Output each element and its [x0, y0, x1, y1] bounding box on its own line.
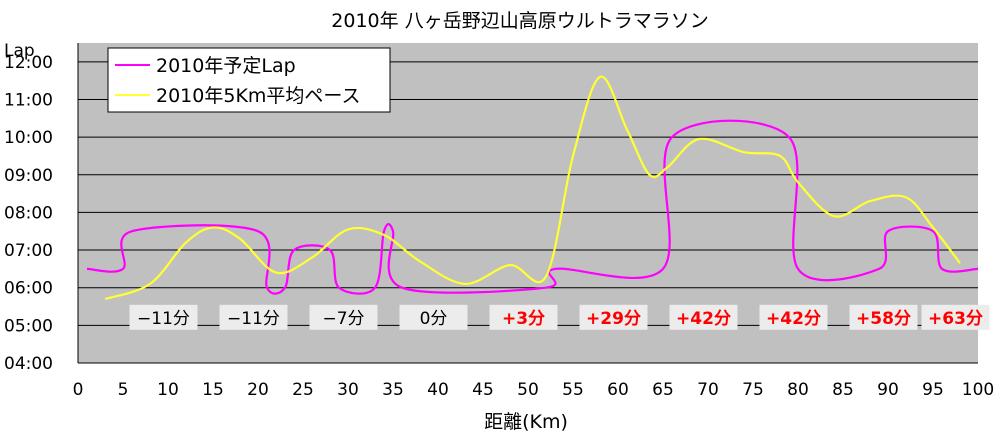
y-tick-label: 10:00 — [4, 128, 53, 148]
annotation-background — [129, 304, 198, 330]
annotations: −11分 −11分 −7分 0分 +3分 +29分 +42分 +42分 +58分 +63分 — [129, 304, 990, 330]
y-tick-label: 09:00 — [4, 166, 53, 186]
y-axis-label: Lap — [4, 41, 35, 61]
x-tick-label: 45 — [472, 380, 494, 400]
annotation: −7分 — [309, 304, 378, 330]
annotation: 0分 — [399, 304, 468, 330]
x-tick-label: 90 — [877, 380, 899, 400]
annotation: +42分 — [759, 304, 828, 330]
annotation-label: +29分 — [586, 309, 641, 329]
x-tick-label: 70 — [697, 380, 719, 400]
x-tick-label: 30 — [337, 380, 359, 400]
x-axis-label: 距離(Km) — [484, 411, 568, 433]
x-tick-label: 35 — [382, 380, 404, 400]
annotation-label: +63分 — [928, 309, 983, 329]
x-tick-label: 65 — [652, 380, 674, 400]
annotation-label: +42分 — [676, 309, 731, 329]
series-line-5km-average — [104, 75, 961, 301]
x-tick-label: 15 — [202, 380, 224, 400]
annotation-background — [579, 304, 648, 330]
x-tick-label: 0 — [73, 380, 84, 400]
x-tick-label: 60 — [607, 380, 629, 400]
x-tick-label: 80 — [787, 380, 809, 400]
annotation-label: −11分 — [137, 309, 190, 329]
annotation: +58分 — [849, 304, 918, 330]
annotation-background — [669, 304, 738, 330]
y-tick-label: 12:00 — [4, 53, 53, 73]
annotation: +29分 — [579, 304, 648, 330]
annotation-background — [849, 304, 918, 330]
legend-label-5km-average: 2010年5Km平均ペース — [156, 85, 360, 107]
x-tick-label: 95 — [922, 380, 944, 400]
legend-label-planned-lap: 2010年予定Lap — [156, 55, 296, 77]
y-tick-label: 08:00 — [4, 203, 53, 223]
annotation: −11分 — [219, 304, 288, 330]
y-tick-label: 04:00 — [4, 354, 53, 374]
annotation-background — [219, 304, 288, 330]
annotation-background — [489, 304, 558, 330]
y-tick-label: 06:00 — [4, 279, 53, 299]
annotation-background — [399, 304, 468, 330]
legend: 2010年予定Lap 2010年5Km平均ペース — [107, 47, 391, 113]
x-tick-label: 75 — [742, 380, 764, 400]
annotation-background — [309, 304, 378, 330]
annotation-label: −7分 — [322, 309, 364, 329]
legend-box — [107, 47, 391, 113]
x-tick-label: 40 — [427, 380, 449, 400]
x-tick-label: 5 — [118, 380, 129, 400]
series-line-planned-lap — [86, 119, 979, 295]
y-tick-label: 11:00 — [4, 90, 53, 110]
x-tick-labels: 0 5 10 15 20 25 30 35 40 45 50 55 60 65 70 75 80 85 90 95 10… — [73, 380, 995, 400]
annotation-background — [921, 304, 990, 330]
x-tick-label: 55 — [562, 380, 584, 400]
y-tick-labels: 04:00 05:00 06:00 07:00 08:00 09:00 10:00 11:00… — [4, 53, 53, 374]
x-tick-label: 100 — [962, 380, 994, 400]
y-tick-label: 05:00 — [4, 316, 53, 336]
x-tick-label: 25 — [292, 380, 314, 400]
annotation: +42分 — [669, 304, 738, 330]
series-group — [86, 75, 979, 301]
x-tick-label: 20 — [247, 380, 269, 400]
annotation-label: +58分 — [856, 309, 911, 329]
annotation-background — [759, 304, 828, 330]
chart-title: 2010年 八ヶ岳野辺山高原ウルトラマラソン — [331, 10, 708, 32]
x-tick-label: 85 — [832, 380, 854, 400]
x-tick-label: 10 — [157, 380, 179, 400]
annotation-label: +3分 — [502, 309, 545, 329]
annotation: −11分 — [129, 304, 198, 330]
annotation-label: +42分 — [766, 309, 821, 329]
annotation: +3分 — [489, 304, 558, 330]
y-tick-label: 07:00 — [4, 241, 53, 261]
x-tick-label: 50 — [517, 380, 539, 400]
annotation: +63分 — [921, 304, 990, 330]
annotation-label: −11分 — [227, 309, 280, 329]
annotation-label: 0分 — [420, 309, 448, 329]
